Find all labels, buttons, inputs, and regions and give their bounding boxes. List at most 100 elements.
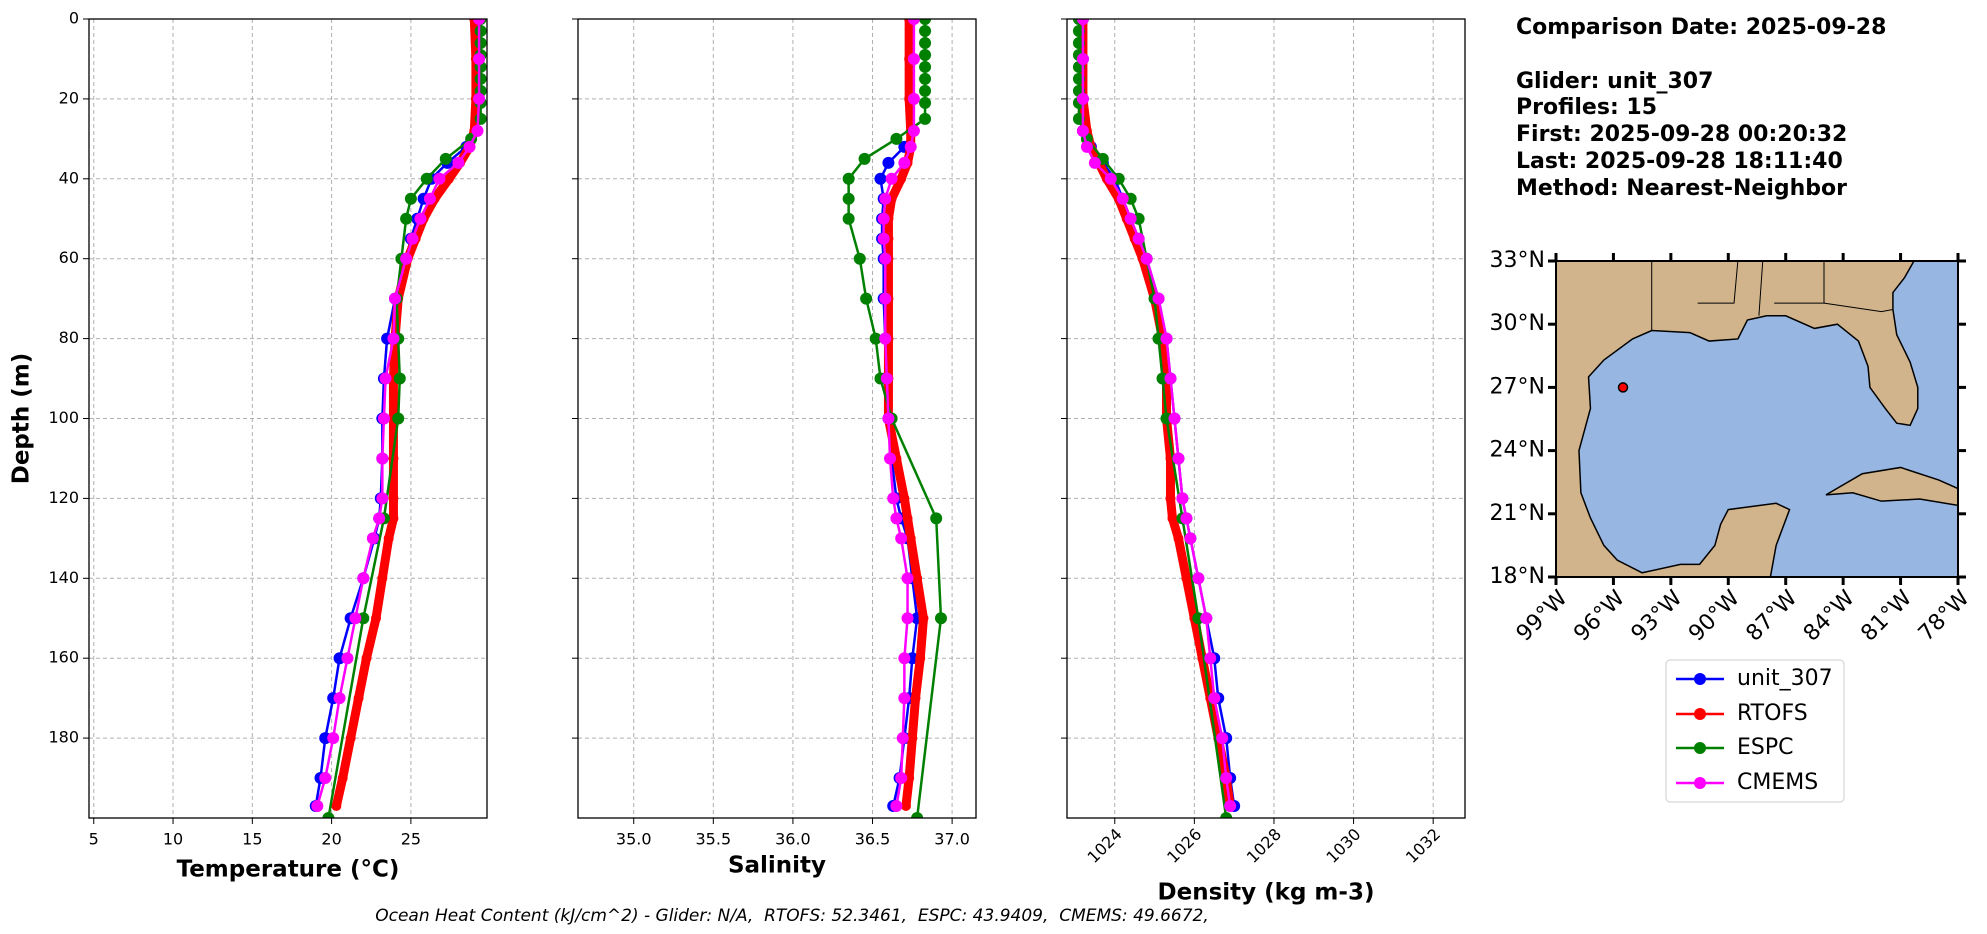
x-tick-label: 35.0 xyxy=(616,830,652,849)
profile-point xyxy=(1192,572,1205,585)
x-axis-label: Temperature (°C) xyxy=(177,857,400,883)
legend-marker xyxy=(1694,673,1706,685)
profile-point xyxy=(322,812,335,818)
profile-point xyxy=(911,812,924,818)
profile-point xyxy=(907,124,920,137)
profile-point xyxy=(858,152,871,165)
profile-point xyxy=(896,732,909,745)
profile-point xyxy=(377,412,390,425)
profile-point xyxy=(915,653,926,664)
profile-point xyxy=(376,452,389,465)
profile-point xyxy=(474,72,487,85)
profile-point xyxy=(443,173,454,184)
legend-marker xyxy=(1694,777,1706,789)
profile-point xyxy=(896,173,907,184)
profile-point xyxy=(919,48,932,61)
profile-point xyxy=(319,772,332,785)
profile-line xyxy=(331,19,481,808)
profile-point xyxy=(919,24,932,37)
legend xyxy=(1665,659,1845,803)
lat-label: 30°N xyxy=(1490,311,1545,336)
profile-point xyxy=(842,172,855,185)
y-tick-label: 60 xyxy=(59,248,79,267)
map-frame xyxy=(1555,260,1959,578)
profile-point xyxy=(905,533,916,544)
profile-point xyxy=(1132,232,1145,245)
profile-point xyxy=(371,613,382,624)
profile-point xyxy=(311,800,324,813)
profile-point xyxy=(377,573,388,584)
profile-point xyxy=(379,372,392,385)
lon-label: 96°W xyxy=(1569,586,1630,647)
profile-point xyxy=(333,692,346,705)
profile-point xyxy=(1224,800,1237,813)
profile-point xyxy=(341,652,354,665)
profile-point xyxy=(1168,412,1181,425)
profile-point xyxy=(880,372,893,385)
profile-point xyxy=(392,412,405,425)
profile-point xyxy=(879,192,892,205)
profile-point xyxy=(919,96,932,109)
profile-point xyxy=(919,112,932,125)
profile-point xyxy=(361,653,372,664)
profile-point xyxy=(884,452,897,465)
profile-point xyxy=(885,172,898,185)
profile-point xyxy=(907,52,920,65)
profile-point xyxy=(895,532,908,545)
profile-point xyxy=(1076,52,1089,65)
profile-point xyxy=(331,801,342,812)
profile-point xyxy=(353,693,364,704)
profile-point xyxy=(473,92,486,105)
x-tick-label: 35.5 xyxy=(696,830,732,849)
profile-point xyxy=(383,533,394,544)
profile-point xyxy=(388,513,399,524)
info-line: Method: Nearest-Neighbor xyxy=(1516,176,1847,201)
legend-marker xyxy=(1694,708,1706,720)
profile-point xyxy=(1216,732,1229,745)
profile-point xyxy=(879,252,892,265)
plot-area xyxy=(1072,19,1241,818)
profile-point xyxy=(400,252,413,265)
profile-point xyxy=(895,772,908,785)
profile-point xyxy=(882,156,895,169)
profile-point xyxy=(890,512,903,525)
profile-point xyxy=(1116,192,1129,205)
profile-point xyxy=(860,292,873,305)
profile-point xyxy=(473,19,486,25)
profile-point xyxy=(930,512,943,525)
profile-point xyxy=(357,572,370,585)
x-tick-label: 1032 xyxy=(1402,825,1444,867)
profile-point xyxy=(473,52,486,65)
x-tick-label: 25 xyxy=(401,830,421,849)
profile-point xyxy=(901,612,914,625)
profile-point xyxy=(1076,92,1089,105)
profile-point xyxy=(1220,812,1233,818)
glider-marker xyxy=(1617,382,1629,393)
info-line: Glider: unit_307 xyxy=(1516,69,1713,94)
profile-point xyxy=(890,132,903,145)
profile-point xyxy=(406,232,419,245)
info-line: Last: 2025-09-28 18:11:40 xyxy=(1516,149,1843,174)
lat-label: 18°N xyxy=(1490,564,1545,589)
lon-label: 87°W xyxy=(1742,586,1803,647)
profile-point xyxy=(898,652,911,665)
profile-point xyxy=(919,19,932,25)
y-tick-label: 180 xyxy=(48,728,79,747)
profile-point xyxy=(887,492,900,505)
lon-label: 78°W xyxy=(1914,586,1975,647)
profile-point xyxy=(1124,212,1137,225)
y-tick-label: 40 xyxy=(59,168,79,187)
profile-point xyxy=(907,733,918,744)
profile-point xyxy=(919,84,932,97)
x-tick-label: 1026 xyxy=(1163,825,1205,867)
legend-label: unit_307 xyxy=(1737,666,1833,691)
y-tick-label: 140 xyxy=(48,568,79,587)
profile-point xyxy=(400,212,413,225)
profile-point xyxy=(1184,532,1197,545)
y-tick-label: 120 xyxy=(48,488,79,507)
profile-point xyxy=(439,152,452,165)
profile-point xyxy=(1152,292,1165,305)
profile-point xyxy=(463,140,476,153)
profile-point xyxy=(414,212,427,225)
